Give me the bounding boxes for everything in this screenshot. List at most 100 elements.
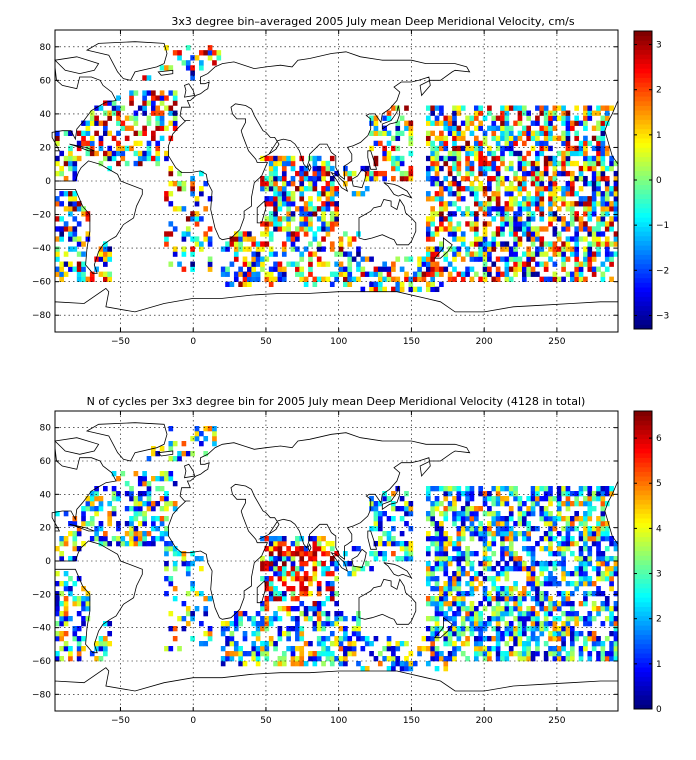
heatmap-bin: [539, 591, 545, 597]
heatmap-bin: [164, 491, 169, 497]
heatmap-bin: [482, 586, 488, 592]
heatmap-bin: [329, 631, 335, 637]
heatmap-bin: [439, 591, 444, 597]
heatmap-bin: [425, 266, 431, 272]
heatmap-bin: [386, 496, 392, 502]
heatmap-bin: [299, 631, 305, 637]
heatmap-bin: [539, 140, 545, 147]
heatmap-bin: [521, 105, 527, 111]
heatmap-bin: [343, 631, 348, 637]
heatmap-bin: [76, 546, 82, 552]
colorbar-segment: [634, 138, 652, 144]
heatmap-bin: [591, 491, 597, 497]
heatmap-bin: [321, 175, 326, 182]
heatmap-bin: [504, 246, 510, 252]
heatmap-bin: [439, 556, 444, 562]
heatmap-bin: [473, 606, 479, 612]
heatmap-bin: [561, 196, 566, 202]
heatmap-bin: [583, 641, 588, 647]
heatmap-bin: [295, 226, 300, 232]
heatmap-bin: [168, 441, 174, 447]
heatmap-bin: [543, 641, 549, 647]
heatmap-bin: [561, 170, 566, 177]
heatmap-bin: [552, 651, 558, 657]
heatmap-bin: [404, 105, 409, 111]
heatmap-bin: [487, 496, 492, 502]
colorbar-tick-label: 3: [656, 41, 662, 51]
heatmap-bin: [491, 120, 497, 126]
heatmap-bin: [55, 160, 60, 167]
heatmap-bin: [63, 611, 69, 617]
heatmap-bin: [439, 541, 444, 547]
heatmap-bin: [308, 206, 313, 212]
heatmap-bin: [565, 571, 571, 577]
heatmap-bin: [469, 256, 475, 262]
heatmap-bin: [233, 251, 239, 257]
heatmap-bin: [55, 581, 60, 587]
heatmap-bin: [583, 621, 588, 627]
heatmap-bin: [273, 641, 278, 647]
heatmap-bin: [343, 231, 348, 237]
heatmap-bin: [587, 621, 593, 627]
heatmap-bin: [478, 561, 483, 567]
x-tick-label: 250: [548, 716, 565, 726]
heatmap-bin: [430, 641, 435, 647]
heatmap-bin: [456, 130, 462, 136]
heatmap-bin: [172, 501, 178, 507]
colorbar-segment: [634, 114, 652, 120]
heatmap-bin: [535, 140, 540, 147]
heatmap-bin: [500, 486, 505, 492]
heatmap-bin: [290, 561, 296, 567]
heatmap-bin: [281, 191, 287, 197]
heatmap-bin: [72, 226, 78, 232]
heatmap-bin: [98, 140, 104, 147]
heatmap-bin: [238, 271, 243, 277]
heatmap-bin: [574, 571, 580, 577]
heatmap-bin: [225, 656, 230, 662]
heatmap-bin: [303, 281, 309, 287]
heatmap-bin: [521, 596, 527, 602]
heatmap-bin: [356, 611, 361, 617]
heatmap-bin: [609, 256, 614, 262]
heatmap-bin: [587, 611, 593, 617]
heatmap-bin: [434, 226, 440, 232]
heatmap-bin: [194, 556, 200, 562]
heatmap-bin: [487, 546, 492, 552]
heatmap-bin: [565, 186, 571, 192]
heatmap-bin: [521, 566, 527, 572]
heatmap-bin: [521, 521, 527, 527]
heatmap-bin: [164, 196, 169, 202]
heatmap-bin: [513, 586, 518, 592]
panel-cycles: N of cycles per 3x3 degree bin for 2005 …: [32, 395, 662, 726]
heatmap-bin: [364, 271, 370, 277]
heatmap-bin: [172, 95, 178, 101]
heatmap-bin: [85, 236, 91, 242]
heatmap-bin: [456, 191, 462, 197]
heatmap-bin: [386, 115, 392, 121]
heatmap-bin: [76, 206, 82, 212]
heatmap-bin: [434, 531, 440, 537]
heatmap-bin: [124, 521, 130, 527]
heatmap-bin: [569, 541, 575, 547]
heatmap-bin: [168, 120, 174, 126]
heatmap-bin: [487, 596, 492, 602]
heatmap-bin: [548, 246, 553, 252]
heatmap-bin: [63, 641, 69, 647]
land-africa-eurasia: [168, 432, 471, 620]
heatmap-bin: [386, 666, 392, 672]
heatmap-bin: [299, 251, 305, 257]
heatmap-bin: [443, 486, 449, 492]
heatmap-bin: [81, 606, 86, 612]
heatmap-bin: [76, 531, 82, 537]
heatmap-bin: [338, 616, 344, 622]
heatmap-bin: [290, 651, 296, 657]
heatmap-bin: [552, 160, 558, 167]
heatmap-bin: [155, 125, 161, 131]
heatmap-bin: [565, 201, 571, 207]
land-sri-lanka: [307, 163, 312, 172]
heatmap-bin: [177, 170, 182, 177]
heatmap-bin: [526, 526, 532, 532]
heatmap-bin: [478, 206, 483, 212]
heatmap-bin: [343, 616, 348, 622]
heatmap-bin: [164, 591, 169, 597]
